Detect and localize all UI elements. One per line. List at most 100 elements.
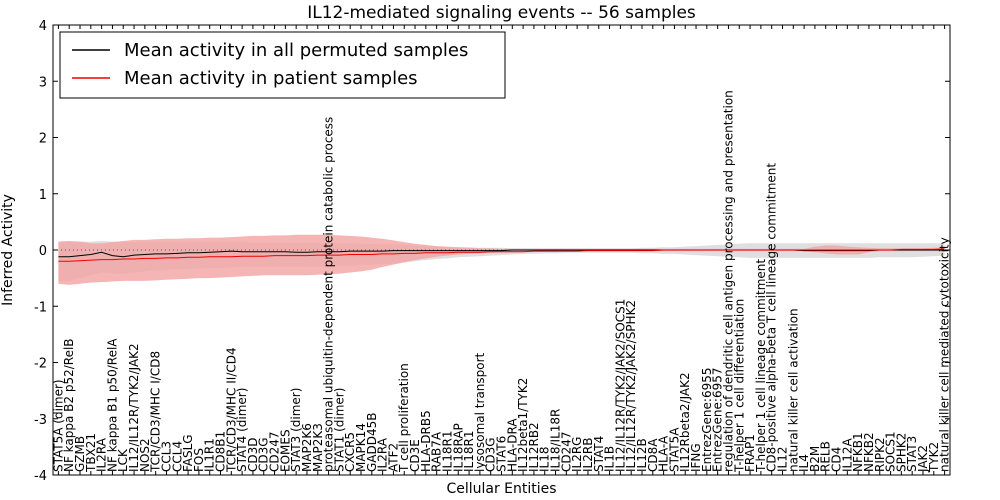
entity-label: RELB <box>819 441 833 472</box>
entity-label: IL18/IL18R <box>549 409 563 472</box>
confidence-bands <box>58 234 945 285</box>
patient-mean-line <box>58 248 945 262</box>
entity-label: T-helper 1 cell differentiation <box>732 299 746 473</box>
entity-label: IL12B <box>635 438 649 472</box>
entity-label: NFKB2 <box>862 432 876 472</box>
entity-label: RAB7A <box>430 431 444 472</box>
entity-label: TCR/CD3/MHC II/CD4 <box>224 347 238 473</box>
y-tick-label: 3 <box>39 75 47 90</box>
entity-label: MAPK14 <box>354 423 368 472</box>
chart-title: IL12-mediated signaling events -- 56 sam… <box>307 3 696 23</box>
entity-label: IL12 <box>775 447 789 473</box>
entity-label: CD8B1 <box>214 431 228 472</box>
entity-label: CD3E <box>408 439 422 472</box>
entity-label: CD247 <box>559 431 573 472</box>
entity-label: IL2RA <box>95 437 109 472</box>
y-tick-label: 0 <box>39 244 47 259</box>
entity-label: CD4 <box>830 447 844 472</box>
entity-label: IL12Rbeta2/JAK2 <box>678 372 692 472</box>
entity-label: CD8-positive alpha-beta T cell lineage c… <box>765 163 779 472</box>
entity-label: IL12A <box>840 438 854 472</box>
entity-label: MAP2K6 <box>300 423 314 472</box>
y-axis-label: Inferred Activity <box>0 194 16 306</box>
entity-label: CD3G <box>484 437 498 472</box>
entity-label: HLA-A <box>657 435 671 472</box>
entity-label: CD247 <box>268 431 282 472</box>
entity-label: IL12RB2 <box>527 422 541 472</box>
entity-label: STAT6 <box>495 436 509 472</box>
entity-label: IL4 <box>797 454 811 472</box>
entity-label: NF kappa B2 p52/RelB <box>62 338 76 472</box>
entity-label: NF kappa B1 p50/RelA <box>105 338 119 472</box>
entity-label: CD8A <box>646 438 660 472</box>
entity-label: IL2RG <box>570 437 584 473</box>
entity-label: CXCR5 <box>343 432 357 472</box>
y-tick-label: -1 <box>34 300 47 315</box>
entity-label: IL1R1 <box>203 438 217 472</box>
entity-label: EntrezGene:6957 <box>711 368 725 473</box>
y-tick-label: -2 <box>34 357 47 372</box>
entity-label: T-helper 1 cell lineage commitment <box>754 259 768 473</box>
entity-label: IL2RB <box>581 438 595 472</box>
entity-label: FOS <box>192 448 206 472</box>
entity-label: proteasomal ubiquitin-dependent protein … <box>322 117 336 472</box>
entity-label: EOMES <box>278 429 292 472</box>
entity-label: CCL3 <box>159 441 173 472</box>
y-tick-label: 2 <box>39 132 47 147</box>
entity-label: ATF2 <box>386 443 400 472</box>
entity-label: TCR/CD3/MHC I/CD8 <box>149 351 163 473</box>
entity-label: GADD45B <box>365 413 379 473</box>
entity-label: lysosomal transport <box>473 352 487 472</box>
entity-label: T cell proliferation <box>397 363 411 473</box>
entity-label: LCK <box>116 448 130 472</box>
entity-label: NFKB1 <box>851 432 865 472</box>
entity-label: STAT3 (dimer) <box>289 388 303 472</box>
entity-label: IL1B <box>603 446 617 472</box>
y-axis-ticks: -4 -3 -2 -1 0 1 2 3 4 <box>34 19 950 484</box>
x-axis-label: Cellular Entities <box>446 481 556 497</box>
entity-label: MAP2K3 <box>311 423 325 472</box>
y-tick-label: -3 <box>34 413 47 428</box>
entity-label: STAT4 (dimer) <box>235 388 249 472</box>
entity-label: GZMB <box>73 436 87 472</box>
entity-label: JAK2 <box>916 445 930 473</box>
entity-label: regulation of dendritic cell antigen pro… <box>721 90 735 472</box>
y-tick-label: 1 <box>39 188 47 203</box>
entity-label: SPHK2 <box>894 433 908 472</box>
legend-label-patient: Mean activity in patient samples <box>124 68 418 89</box>
entity-label: EntrezGene:6955 <box>700 368 714 473</box>
entity-label: STAT1 (dimer) <box>332 388 346 472</box>
series-lines <box>58 248 945 262</box>
entity-label: IL18R1 <box>462 431 476 472</box>
entity-label: IL12/IL12R/TYK2/JAK2/SPHK2 <box>624 300 638 472</box>
legend-box <box>59 31 506 99</box>
entity-label: FRAP1 <box>743 434 757 472</box>
entity-label: B2M <box>808 446 822 472</box>
entity-label: NOS2 <box>138 438 152 472</box>
entity-label: STAT4 <box>592 436 606 472</box>
entity-label: IL18 <box>538 447 552 473</box>
y-tick-label: 4 <box>39 19 47 34</box>
legend: Mean activity in all permuted samples Me… <box>59 31 506 99</box>
entity-label: STAT5A (dimer) <box>51 379 65 472</box>
entity-label: STAT5A <box>667 427 681 472</box>
entity-label: IL12beta1/TYK2 <box>516 378 530 472</box>
entity-labels: STAT5A (dimer)NF kappa B2 p52/RelBGZMBTB… <box>51 90 951 473</box>
entity-label: RIPK2 <box>873 437 887 472</box>
y-tick-label: -4 <box>34 469 47 484</box>
entity-label: IL2RA <box>376 437 390 472</box>
entity-label: HLA-DRA <box>505 418 519 472</box>
entity-label: IL18RAP <box>451 423 465 472</box>
entity-label: CD3D <box>246 438 260 473</box>
patient-range-band <box>58 234 945 285</box>
entity-label: TBX21 <box>84 433 98 473</box>
entity-label: TYK2 <box>927 442 941 473</box>
entity-label: FASLG <box>181 434 195 472</box>
entity-label: IL18R1 <box>440 431 454 472</box>
entity-label: IL12/IL12R/TYK2/JAK2/SOCS1 <box>613 299 627 472</box>
entity-label: CD3G <box>257 437 271 472</box>
entity-label: HLA-DRB5 <box>419 410 433 472</box>
entity-label: IFNG <box>689 443 703 472</box>
entity-label: IL12/IL12R/TYK2/JAK2 <box>127 343 141 472</box>
